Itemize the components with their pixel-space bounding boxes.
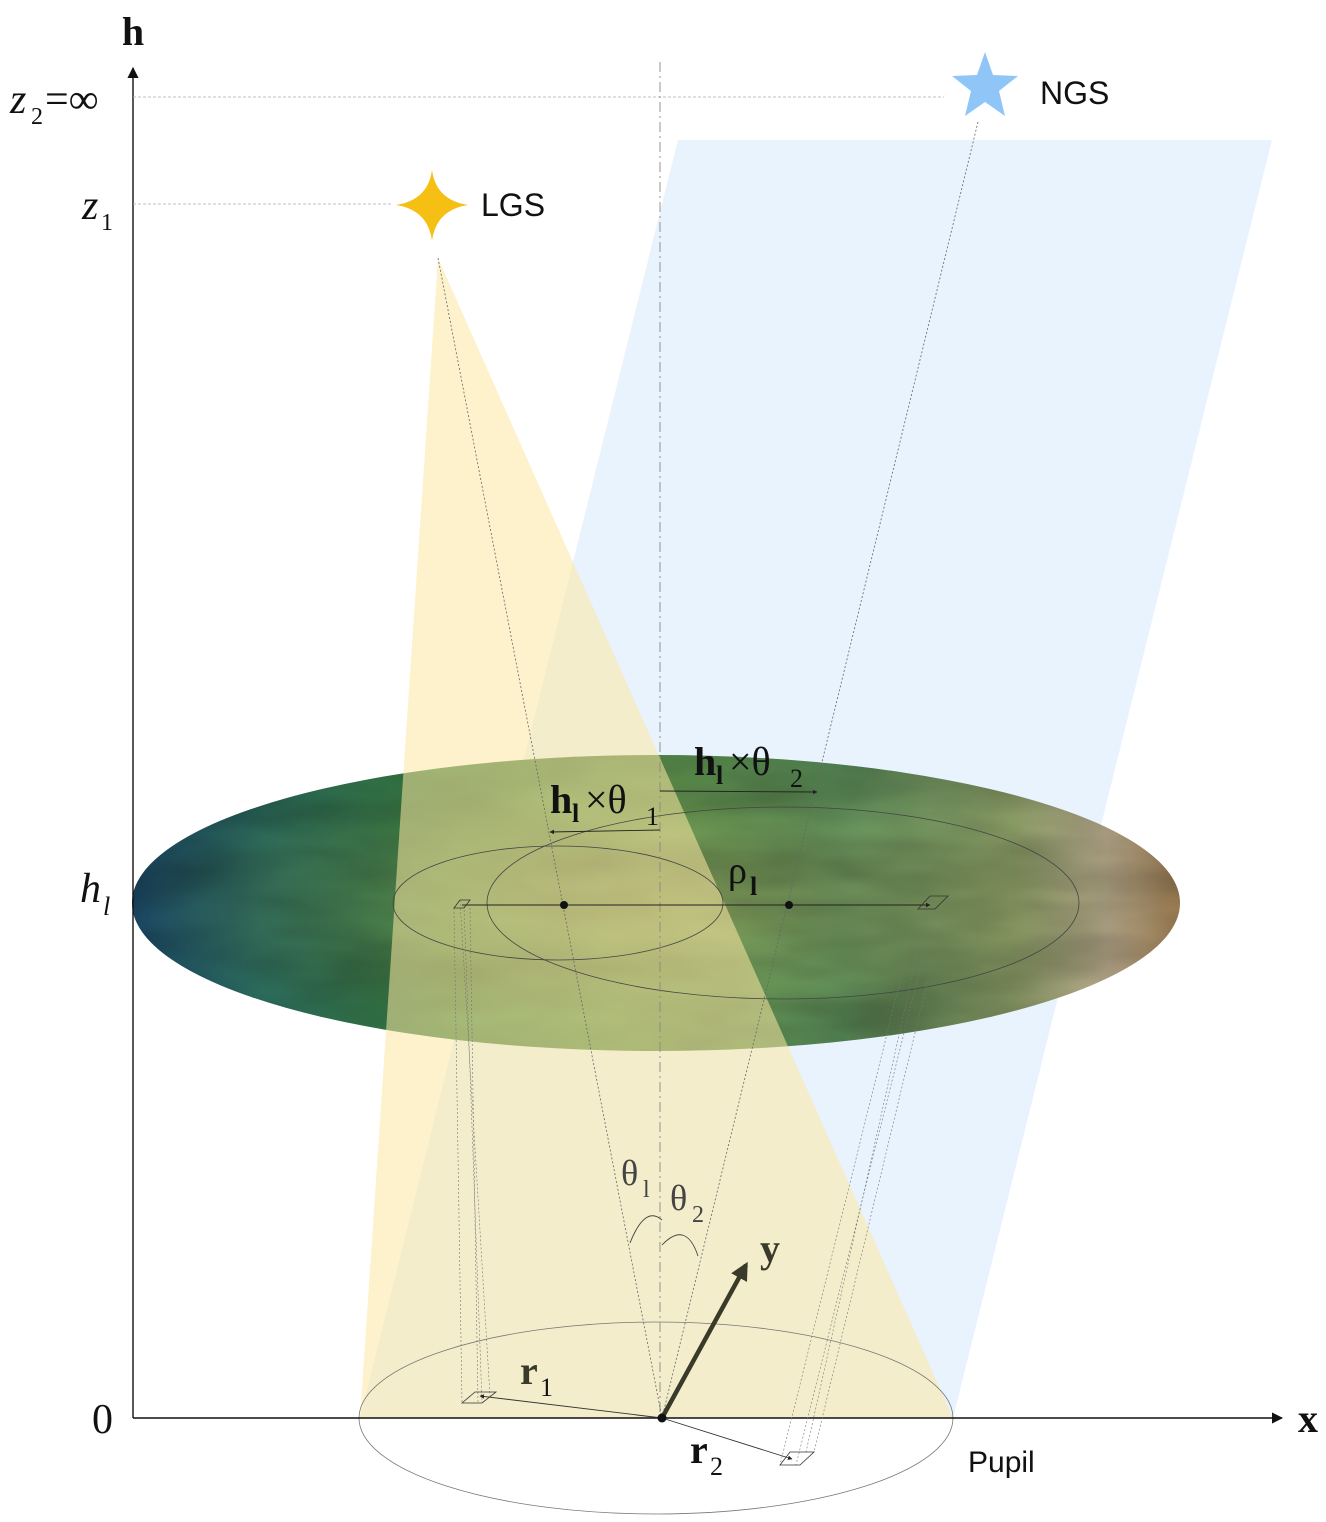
offset2-base: h xyxy=(694,739,716,784)
lgs-subaperture-bottom xyxy=(460,1391,498,1404)
theta1-label: θ l xyxy=(621,1153,650,1203)
rho-label: ρ l xyxy=(728,850,757,901)
tick-hl-sub: l xyxy=(103,892,110,921)
lgs-beam xyxy=(360,258,953,1418)
r2-label: r 2 xyxy=(690,1427,723,1481)
ngs-label: NGS xyxy=(1040,75,1109,111)
pupil-center xyxy=(657,1413,667,1423)
lgs-footprint xyxy=(392,845,724,961)
ngs-subaperture-top xyxy=(917,895,949,910)
lgs-star-icon xyxy=(396,170,468,241)
theta2-sub: 2 xyxy=(692,1202,704,1228)
ngs-footprint xyxy=(486,806,1080,1000)
tick-hl: h l xyxy=(80,866,110,921)
lgs-subaperture-projection xyxy=(453,899,491,1404)
r2-base: r xyxy=(690,1427,708,1472)
theta2-label: θ 2 xyxy=(670,1178,704,1228)
pupil-label: Pupil xyxy=(968,1446,1035,1479)
offset2-times: ×θ xyxy=(729,739,771,784)
r1-base: r xyxy=(520,1348,538,1393)
offset1-sub-base: l xyxy=(572,799,579,828)
ngs-footprint-center xyxy=(785,901,793,909)
x-axis-label: x xyxy=(1298,1396,1318,1441)
tick-z1-base: z xyxy=(81,183,98,229)
rho-sub: l xyxy=(750,872,757,901)
lgs-footprint-center xyxy=(560,901,568,909)
ngs-subaperture-projection xyxy=(779,895,949,1466)
h-axis-label: h xyxy=(122,9,144,54)
tick-z1: z 1 xyxy=(81,183,113,236)
tick-z2-base: z xyxy=(9,77,26,123)
theta1-sub: l xyxy=(643,1177,650,1203)
offset2-arrow xyxy=(659,789,818,795)
offset1-arrow xyxy=(549,829,661,835)
offset1-sub-theta: 1 xyxy=(646,802,659,831)
lgs-subaperture-top xyxy=(453,899,471,909)
tick-z1-sub: 1 xyxy=(101,210,113,236)
theta1-arc xyxy=(629,1215,663,1244)
tick-zero: 0 xyxy=(92,1397,113,1443)
lgs-ray xyxy=(437,257,663,1419)
offset2-sub-base: l xyxy=(716,761,723,790)
y-axis xyxy=(660,1261,748,1420)
rho-base: ρ xyxy=(728,850,747,892)
tick-z2-sub: 2 xyxy=(31,104,43,130)
offset1-times: ×θ xyxy=(585,777,627,822)
offset2-sub-theta: 2 xyxy=(790,764,803,793)
r1-label: r 1 xyxy=(520,1348,553,1402)
ngs-subaperture-bottom xyxy=(779,1451,816,1466)
r2-sub: 2 xyxy=(710,1452,723,1481)
r2-vector xyxy=(661,1417,793,1460)
theta2-arc xyxy=(661,1234,699,1257)
tick-hl-base: h xyxy=(80,866,101,912)
r1-sub: 1 xyxy=(540,1373,553,1402)
tick-z2-value: =∞ xyxy=(45,77,99,123)
y-axis-label: y xyxy=(760,1226,780,1271)
ngs-star-icon xyxy=(952,52,1018,116)
offset2-label: h l ×θ 2 xyxy=(694,739,803,793)
r1-vector xyxy=(479,1394,663,1419)
theta2-base: θ xyxy=(670,1178,687,1218)
offset1-label: h l ×θ 1 xyxy=(550,777,659,831)
offset1-base: h xyxy=(550,777,572,822)
tick-z2: z 2 =∞ xyxy=(9,77,99,130)
theta1-base: θ xyxy=(621,1153,638,1193)
lgs-label: LGS xyxy=(481,187,545,223)
